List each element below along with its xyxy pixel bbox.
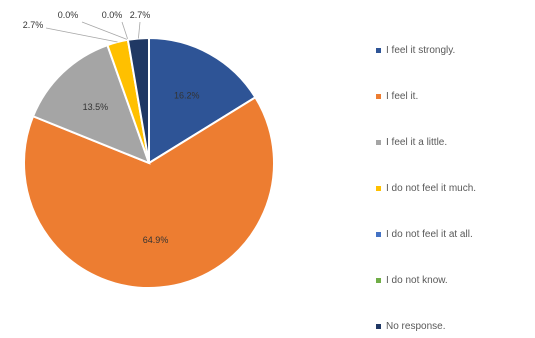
- legend-swatch: [376, 324, 381, 329]
- slice-value-label: 13.5%: [83, 102, 109, 112]
- legend-swatch: [376, 48, 381, 53]
- legend-label: No response.: [386, 321, 446, 332]
- legend-label: I feel it.: [386, 91, 419, 102]
- leader-line: [121, 21, 129, 40]
- leader-line: [45, 27, 118, 43]
- legend-swatch: [376, 278, 381, 283]
- legend-label: I do not feel it much.: [386, 183, 477, 194]
- legend-label: I feel it a little.: [386, 137, 448, 148]
- legend-swatch: [376, 94, 381, 99]
- pie-slice: [148, 36, 257, 165]
- leader-line: [81, 21, 129, 41]
- slice-value-label: 0.0%: [58, 10, 79, 20]
- pie-slice: [23, 95, 275, 289]
- pie-slice: [31, 43, 151, 165]
- legend-swatch: [376, 186, 381, 191]
- legend-label: I do not know.: [386, 275, 448, 286]
- slice-value-label: 0.0%: [102, 10, 123, 20]
- leader-line: [138, 21, 141, 39]
- legend-swatch: [376, 232, 381, 237]
- slice-value-label: 2.7%: [23, 20, 44, 30]
- slice-value-label: 64.9%: [143, 235, 169, 245]
- legend-label: I feel it strongly.: [386, 45, 456, 56]
- pie-chart: 16.2% 64.9% 13.5% 2.7% 0.0% 0.0% 2.7%: [23, 10, 275, 289]
- legend-label: I do not feel it at all.: [386, 229, 473, 240]
- slice-value-label: 2.7%: [130, 10, 151, 20]
- legend-swatch: [376, 140, 381, 145]
- slice-value-label: 16.2%: [174, 90, 200, 100]
